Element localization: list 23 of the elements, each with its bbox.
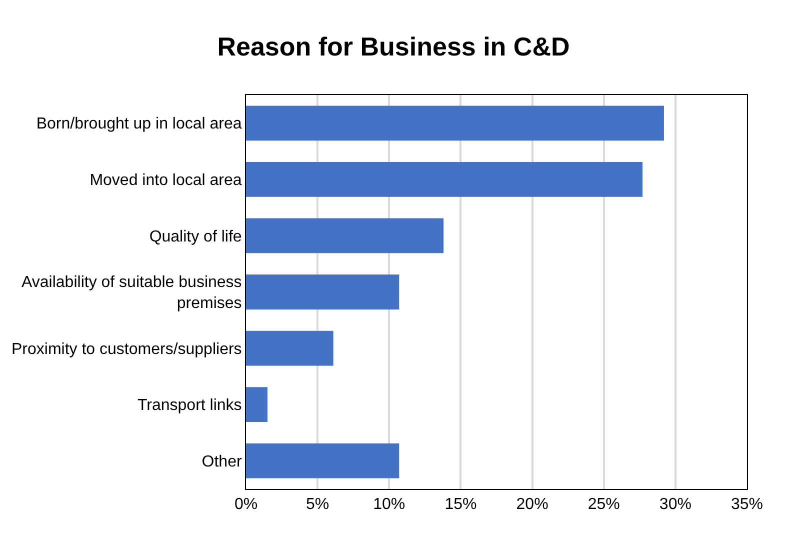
x-tick-label: 20% xyxy=(516,496,548,514)
y-tick-label: Transport links xyxy=(137,397,242,414)
x-tick-label: 30% xyxy=(659,496,692,514)
bar xyxy=(246,106,664,141)
x-tick-label: 10% xyxy=(373,496,406,514)
x-tick-label: 35% xyxy=(730,496,764,514)
bar xyxy=(246,162,643,197)
y-tick-label: Born/brought up in local area xyxy=(36,116,242,133)
x-tick-label: 0% xyxy=(234,496,258,514)
y-tick-label: Availability of suitable business premises xyxy=(22,274,242,312)
y-tick-label: Proximity to customers/suppliers xyxy=(12,340,242,358)
y-tick-label: Other xyxy=(202,453,242,470)
y-tick-label: Quality of life xyxy=(149,228,242,246)
x-tick-label: 25% xyxy=(588,496,620,514)
bar xyxy=(246,443,400,478)
bar xyxy=(246,330,334,366)
bar xyxy=(246,387,268,422)
bar xyxy=(246,218,444,254)
x-tick-label: 15% xyxy=(444,496,477,514)
y-tick-label: Moved into local area xyxy=(90,172,242,190)
x-tick-label: 5% xyxy=(306,496,330,514)
bar xyxy=(246,274,400,310)
chart-title: Reason for Business in C&D xyxy=(217,32,570,62)
